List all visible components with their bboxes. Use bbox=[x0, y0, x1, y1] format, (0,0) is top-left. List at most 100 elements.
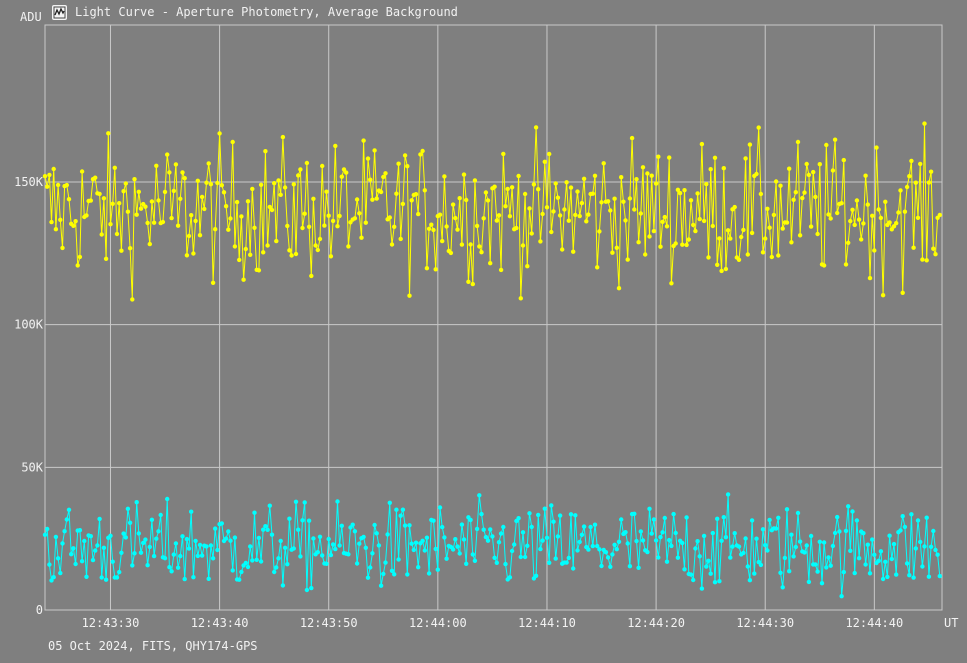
data-point bbox=[269, 207, 275, 213]
data-point bbox=[49, 578, 54, 583]
data-point bbox=[673, 530, 678, 536]
data-point bbox=[442, 535, 447, 540]
data-point bbox=[509, 548, 515, 554]
data-point bbox=[426, 226, 432, 231]
data-point bbox=[132, 177, 137, 182]
data-point bbox=[660, 219, 665, 224]
data-point bbox=[896, 210, 901, 215]
data-point bbox=[808, 533, 814, 539]
data-point bbox=[933, 252, 938, 257]
data-point bbox=[595, 543, 600, 549]
data-point bbox=[773, 526, 779, 531]
data-point bbox=[317, 236, 323, 242]
data-point bbox=[162, 189, 168, 195]
data-point bbox=[114, 231, 120, 237]
data-point bbox=[341, 167, 347, 172]
data-point bbox=[267, 503, 272, 508]
data-point bbox=[815, 569, 820, 574]
data-point bbox=[461, 537, 467, 542]
data-point bbox=[540, 538, 545, 543]
data-point bbox=[619, 517, 624, 522]
data-point bbox=[872, 552, 877, 557]
data-point bbox=[110, 559, 115, 564]
data-point bbox=[765, 548, 770, 553]
data-point bbox=[339, 523, 344, 528]
data-point bbox=[701, 218, 707, 224]
data-point bbox=[420, 148, 425, 154]
data-point bbox=[887, 220, 892, 225]
data-point bbox=[389, 242, 395, 247]
data-point bbox=[77, 528, 83, 533]
x-tick-label: 12:44:00 bbox=[409, 616, 467, 630]
data-point bbox=[918, 161, 923, 167]
data-point bbox=[645, 549, 650, 555]
data-point bbox=[370, 551, 375, 556]
data-point bbox=[217, 131, 222, 136]
data-point bbox=[640, 538, 646, 543]
data-point bbox=[728, 555, 733, 560]
data-point bbox=[199, 194, 205, 200]
data-point bbox=[245, 564, 251, 570]
data-point bbox=[918, 539, 923, 545]
data-point bbox=[935, 552, 940, 557]
data-point bbox=[228, 216, 233, 221]
data-point bbox=[577, 213, 582, 219]
data-point bbox=[830, 168, 836, 173]
data-point bbox=[712, 580, 718, 585]
data-point bbox=[232, 535, 238, 540]
data-point bbox=[568, 185, 574, 190]
x-tick-label: 12:43:50 bbox=[300, 616, 358, 630]
data-point bbox=[368, 177, 373, 182]
data-point bbox=[586, 212, 591, 217]
data-point bbox=[688, 572, 694, 577]
data-point bbox=[470, 552, 475, 557]
data-point bbox=[71, 223, 76, 228]
data-point bbox=[673, 241, 678, 246]
light-curve-app-icon[interactable] bbox=[52, 4, 67, 20]
data-point bbox=[616, 286, 622, 291]
data-point bbox=[789, 532, 794, 537]
data-point bbox=[488, 527, 493, 532]
data-point bbox=[326, 213, 331, 218]
data-point bbox=[900, 290, 905, 295]
data-point bbox=[51, 575, 56, 580]
data-point bbox=[815, 231, 820, 237]
data-point bbox=[125, 506, 131, 511]
data-point bbox=[123, 181, 128, 186]
data-point bbox=[501, 524, 506, 530]
data-point bbox=[915, 215, 921, 220]
data-point bbox=[481, 527, 486, 532]
data-point bbox=[330, 542, 336, 547]
data-point bbox=[865, 542, 870, 547]
data-point bbox=[804, 161, 809, 167]
data-point bbox=[623, 530, 628, 535]
data-point bbox=[461, 172, 467, 177]
data-point bbox=[911, 245, 916, 250]
data-point bbox=[278, 538, 283, 544]
data-point bbox=[566, 218, 571, 223]
data-point bbox=[276, 556, 281, 561]
data-point bbox=[503, 561, 508, 567]
data-point bbox=[392, 572, 397, 577]
data-point bbox=[653, 181, 659, 186]
data-point bbox=[175, 223, 181, 228]
data-point bbox=[793, 544, 798, 550]
data-point bbox=[614, 547, 619, 552]
data-point bbox=[315, 550, 320, 555]
data-point bbox=[778, 183, 783, 188]
data-point bbox=[850, 207, 855, 212]
data-point bbox=[162, 556, 168, 561]
data-point bbox=[184, 536, 190, 542]
data-point bbox=[695, 539, 700, 544]
plot-frame bbox=[44, 24, 943, 611]
data-point bbox=[721, 515, 726, 520]
data-point bbox=[215, 547, 220, 553]
data-point bbox=[599, 200, 604, 205]
data-point bbox=[287, 248, 292, 253]
series-0 bbox=[42, 121, 942, 302]
data-point bbox=[636, 240, 641, 245]
data-point bbox=[208, 543, 214, 548]
data-point bbox=[202, 206, 207, 212]
data-point bbox=[396, 557, 401, 562]
